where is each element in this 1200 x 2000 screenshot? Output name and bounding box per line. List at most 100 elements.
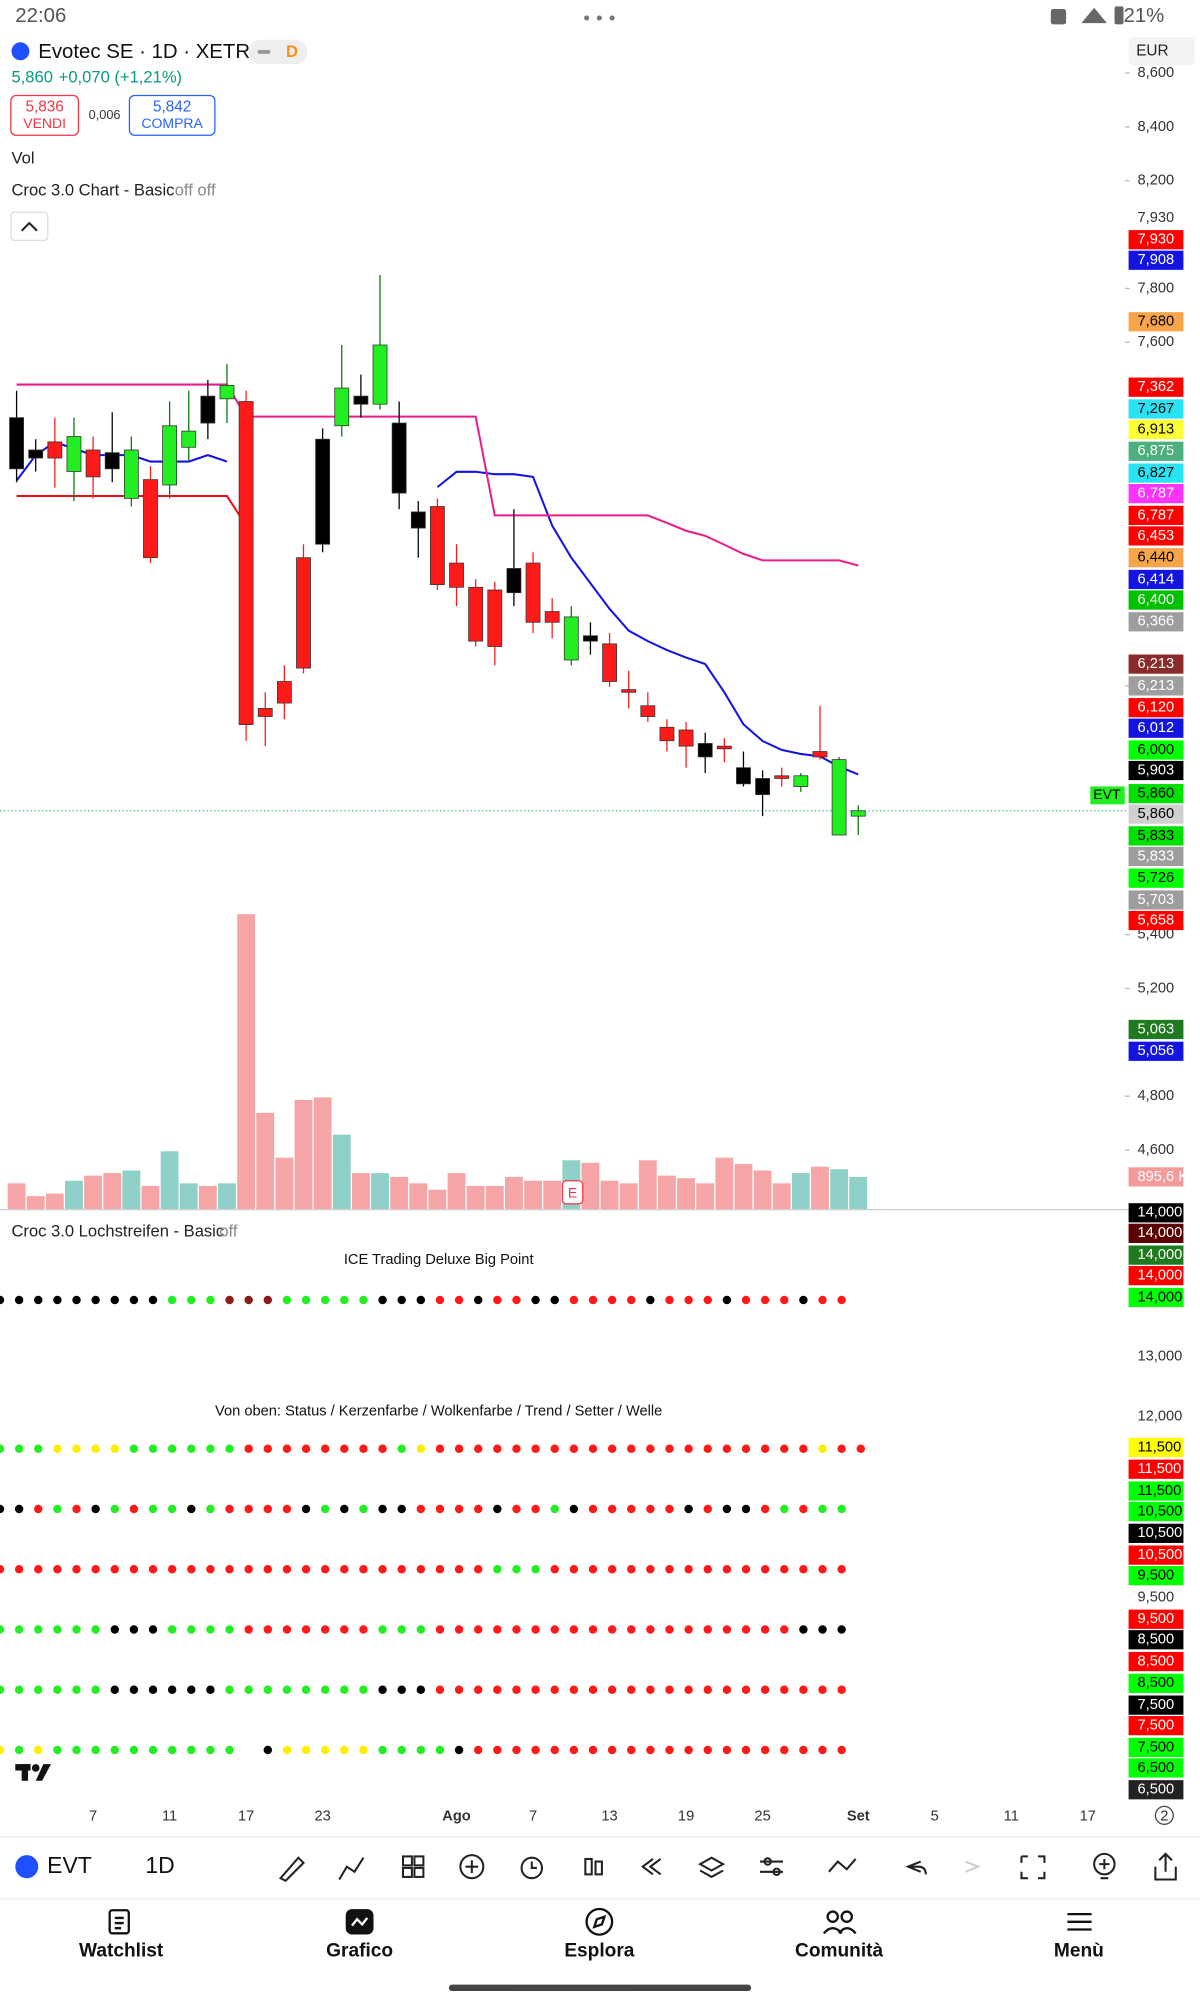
signal-dot: [244, 1625, 253, 1634]
signal-dot: [531, 1444, 540, 1453]
nav-label[interactable]: Esplora: [564, 1940, 634, 1961]
last-price: 5,860: [11, 68, 52, 87]
signal-dot: [760, 1745, 770, 1755]
x-tick-label: 5: [931, 1809, 939, 1825]
currency[interactable]: EUR: [1136, 42, 1168, 59]
signal-dot: [474, 1444, 483, 1453]
volume-bar: [619, 1183, 638, 1209]
signal-dot: [588, 1504, 598, 1514]
nav-label[interactable]: Comunità: [795, 1940, 883, 1961]
volume-bar: [485, 1185, 504, 1209]
signal-dot: [799, 1745, 808, 1755]
candle-body: [640, 705, 656, 717]
signal-dot: [263, 1295, 273, 1305]
price-tag-label: 14,000: [1138, 1225, 1183, 1241]
signal-dot: [684, 1745, 693, 1755]
currency-box[interactable]: [1128, 37, 1195, 66]
signal-dot: [148, 1295, 158, 1305]
signal-dot: [837, 1685, 846, 1694]
y-tick-label: 7,600: [1138, 334, 1175, 350]
candle-body: [430, 506, 445, 585]
signal-dot: [550, 1685, 559, 1694]
signal-dot: [646, 1295, 655, 1305]
signal-dot: [129, 1504, 139, 1514]
signal-dot: [397, 1745, 406, 1755]
signal-dot: [454, 1295, 464, 1305]
signal-dot: [397, 1564, 406, 1574]
toolbar-interval[interactable]: 1D: [145, 1852, 174, 1878]
signal-dot: [627, 1745, 636, 1755]
signal-dot: [435, 1625, 445, 1634]
indicator-label[interactable]: Croc 3.0 Chart - Basic: [11, 180, 174, 199]
signal-dot: [148, 1504, 158, 1514]
signal-dot: [167, 1295, 177, 1305]
signal-dot: [34, 1685, 43, 1694]
price-tag: [1128, 1566, 1184, 1586]
signal-dot: [91, 1504, 100, 1514]
candle-body: [544, 611, 560, 623]
earnings-marker[interactable]: [561, 1180, 584, 1205]
price-tag: [1128, 1223, 1184, 1243]
x-tick-label: 19: [678, 1809, 694, 1825]
signal-dot: [397, 1625, 406, 1634]
volume-bar: [466, 1185, 485, 1209]
indicator-label[interactable]: Vol: [11, 148, 34, 167]
signal-dot: [588, 1625, 598, 1634]
symbol-title[interactable]: Evotec SE · 1D · XETR: [38, 40, 250, 63]
signal-dot: [206, 1504, 215, 1514]
sell-button[interactable]: [10, 94, 80, 136]
signal-dot: [454, 1504, 464, 1514]
volume-bar: [7, 1183, 26, 1209]
signal-dot: [474, 1564, 483, 1574]
candle-body: [257, 708, 273, 717]
price-tag: [1128, 1716, 1184, 1736]
toolbar-icons[interactable]: [278, 1852, 1177, 1883]
candle-body: [678, 729, 694, 747]
signal-dot: [550, 1745, 559, 1755]
price-tag-label: 5,063: [1138, 1021, 1175, 1037]
session-pill[interactable]: [248, 39, 308, 65]
signal-dot: [416, 1444, 426, 1453]
signal-dot: [282, 1745, 292, 1755]
signal-dot: [780, 1745, 789, 1755]
x-tick-label: 11: [1004, 1809, 1019, 1825]
x-tick-label: Set: [847, 1809, 870, 1825]
signal-dot: [129, 1625, 139, 1634]
signal-dot: [340, 1295, 349, 1305]
price-tag-label: 6,366: [1138, 614, 1175, 630]
signal-dot: [301, 1295, 311, 1305]
signal-dot: [53, 1685, 62, 1694]
nav-icons: [108, 1907, 1092, 1936]
nav-label[interactable]: Watchlist: [79, 1940, 164, 1961]
signal-dot: [206, 1745, 215, 1755]
candle-body: [276, 681, 292, 704]
price-tag-label: 9,500: [1138, 1611, 1175, 1627]
signal-dot: [397, 1295, 406, 1305]
settings-icon[interactable]: [1154, 1805, 1174, 1825]
nav-label[interactable]: Menù: [1054, 1940, 1104, 1961]
x-tick-label: 25: [754, 1809, 770, 1825]
signal-dot: [627, 1444, 636, 1453]
signal-dot: [340, 1685, 349, 1694]
signal-dot: [512, 1444, 521, 1453]
y-tick-label: 8,600: [1138, 65, 1175, 81]
nav-label[interactable]: Grafico: [326, 1940, 393, 1961]
volume-bar: [256, 1112, 275, 1209]
x-tick-label: 7: [89, 1809, 97, 1825]
signal-dot: [799, 1295, 808, 1305]
collapse-button[interactable]: [10, 211, 49, 242]
buy-button[interactable]: [128, 94, 216, 136]
signal-dot: [148, 1745, 158, 1755]
price-tag: [1128, 312, 1184, 332]
redo-icon[interactable]: [964, 1860, 981, 1873]
signal-dot: [780, 1564, 789, 1574]
signal-dot: [14, 1564, 24, 1574]
toolbar-symbol[interactable]: EVT: [47, 1852, 92, 1878]
signal-dot: [569, 1295, 579, 1305]
indicator-label[interactable]: Croc 3.0 Lochstreifen - Basic: [11, 1221, 224, 1240]
signal-dot: [378, 1685, 387, 1694]
signal-dot: [378, 1444, 387, 1453]
signal-dot: [684, 1444, 693, 1453]
